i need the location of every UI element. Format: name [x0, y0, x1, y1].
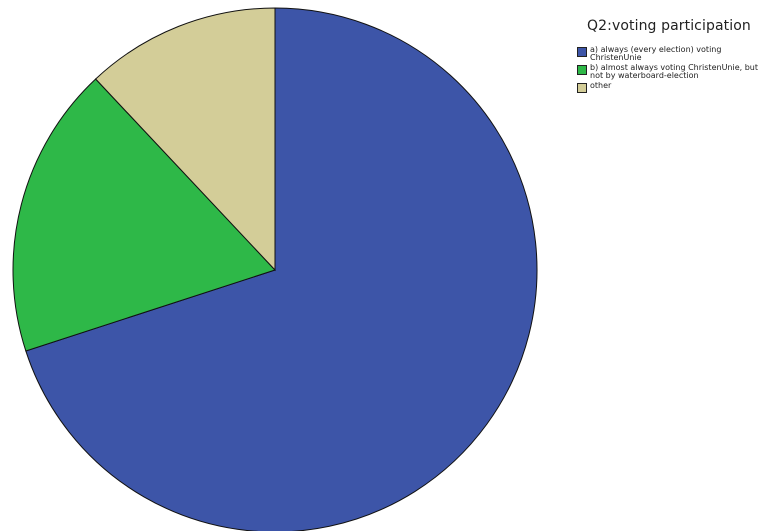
legend-swatch-other [577, 83, 587, 93]
legend-item-other: other [577, 82, 762, 93]
legend-swatch-almost-always [577, 65, 587, 75]
legend-item-almost-always: b) almost always voting ChristenUnie, bu… [577, 64, 762, 80]
pie-slices [12, 7, 538, 531]
pie-slice-almost-always [12, 78, 276, 352]
legend-swatch-always [577, 47, 587, 57]
legend-title: Q2:voting participation [587, 18, 751, 34]
pie-slice-always [25, 7, 538, 531]
legend: a) always (every election) voting Christ… [577, 46, 762, 95]
legend-label-almost-always: b) almost always voting ChristenUnie, bu… [590, 63, 759, 80]
pie-slice-other [94, 7, 276, 272]
legend-label-other: other [590, 81, 612, 90]
legend-label-always: a) always (every election) voting Christ… [590, 45, 722, 62]
legend-item-always: a) always (every election) voting Christ… [577, 46, 762, 62]
